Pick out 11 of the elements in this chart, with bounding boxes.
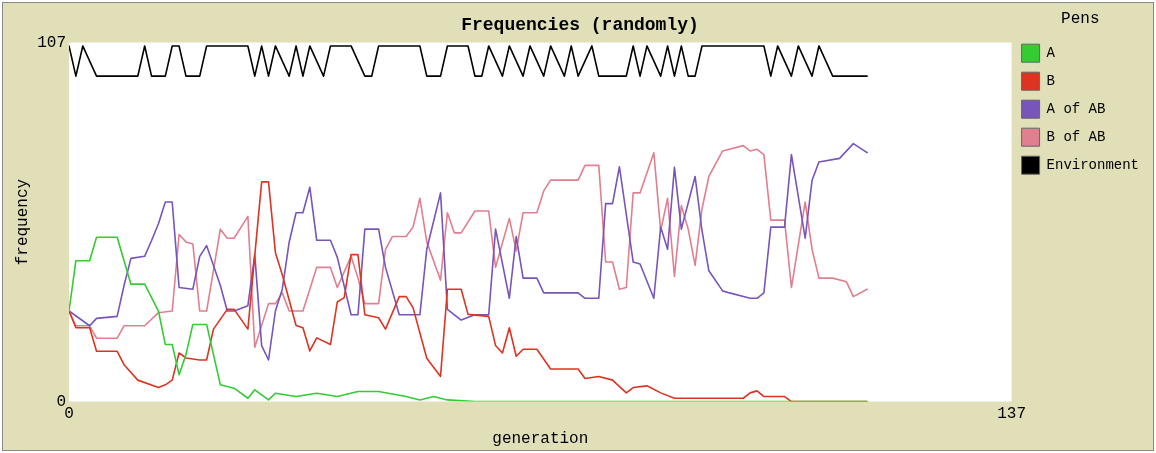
legend-label: A [1046, 44, 1056, 61]
legend-label: A of AB [1046, 100, 1106, 117]
legend-label: B of AB [1046, 128, 1106, 145]
chart-title: Frequencies (randomly) [461, 15, 699, 36]
legend-label: Environment [1046, 156, 1140, 173]
y-axis-title: frequency [13, 178, 32, 266]
legend-title: Pens [1061, 10, 1100, 29]
y-tick-label: 107 [37, 33, 66, 52]
x-axis-title: generation [492, 429, 589, 448]
legend-label: B [1046, 72, 1055, 89]
x-tick-label: 137 [997, 405, 1026, 424]
